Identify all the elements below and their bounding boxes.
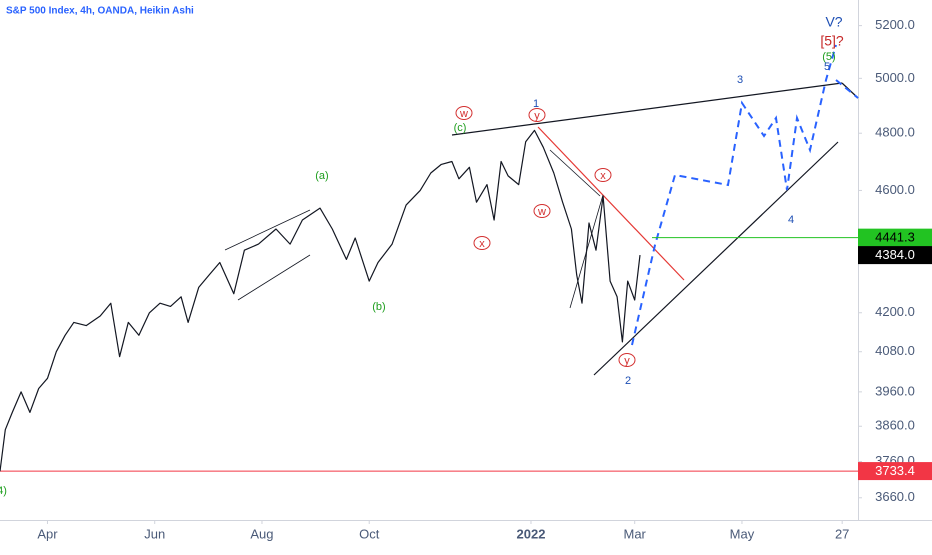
price-badge [858,462,932,481]
y-tick-label: 4800.0 [875,125,915,140]
y-tick-label: 3960.0 [875,383,915,398]
price-badge [858,246,932,265]
wave-circle [533,204,551,218]
price-badge-label: 4441.3 [875,230,915,245]
wave-label: 3 [737,74,743,86]
price-badge-label: 3733.4 [875,463,915,478]
wave-circle [618,353,636,367]
upper-trendline [451,82,843,136]
x-tick-label: Oct [359,526,380,541]
wave-label: 1 [533,98,539,110]
wave-label: x [600,170,606,182]
plot-area [224,44,859,376]
x-tick-label: 27 [835,526,849,541]
channel-line [224,209,311,251]
projection-path [835,79,859,99]
wave-label: y [534,110,540,122]
wave-label: 2 [625,375,631,387]
y-tick-label: 3660.0 [875,489,915,504]
wave-label: (c) [454,122,467,134]
y-tick-label: 4080.0 [875,343,915,358]
price-badge-label: 4384.0 [875,247,915,262]
wave-label: 4) [0,485,7,497]
channel-line [237,254,311,301]
wave-label: [5]? [820,33,844,49]
y-tick-label: 3860.0 [875,418,915,433]
projection-path [631,44,837,346]
wave-label: w [459,108,468,120]
wave-label: (b) [372,301,385,313]
price-series [0,129,641,472]
wave-label: 4 [788,214,794,226]
y-tick-label: 4600.0 [875,182,915,197]
wave-label: (5) [822,51,835,63]
chart-title: S&P 500 Index, 4h, OANDA, Heikin Ashi [6,6,194,17]
x-tick-label: Aug [250,526,273,541]
x-tick-label: Mar [624,526,647,541]
wave-circle [528,108,546,122]
lower-trendline [593,141,839,376]
wave-circle [455,106,473,120]
wave-label: w [537,206,546,218]
wave-label: V? [825,14,842,30]
x-tick-label: May [730,526,755,541]
y-tick-label: 5000.0 [875,70,915,85]
wave-label: x [479,238,485,250]
x-tick-label: Jun [144,526,165,541]
red-trendline [537,126,685,281]
wave-circle [473,236,491,250]
wave-label: y [624,355,630,367]
channel-line [549,149,601,197]
wave-label: (a) [315,170,328,182]
price-badge [858,228,932,247]
x-tick-label: 2022 [517,526,546,541]
y-tick-label: 5200.0 [875,17,915,32]
wave-label: 5 [824,61,830,73]
y-tick-label: 4200.0 [875,304,915,319]
wave-circle [594,168,612,182]
x-tick-label: Apr [37,526,58,541]
